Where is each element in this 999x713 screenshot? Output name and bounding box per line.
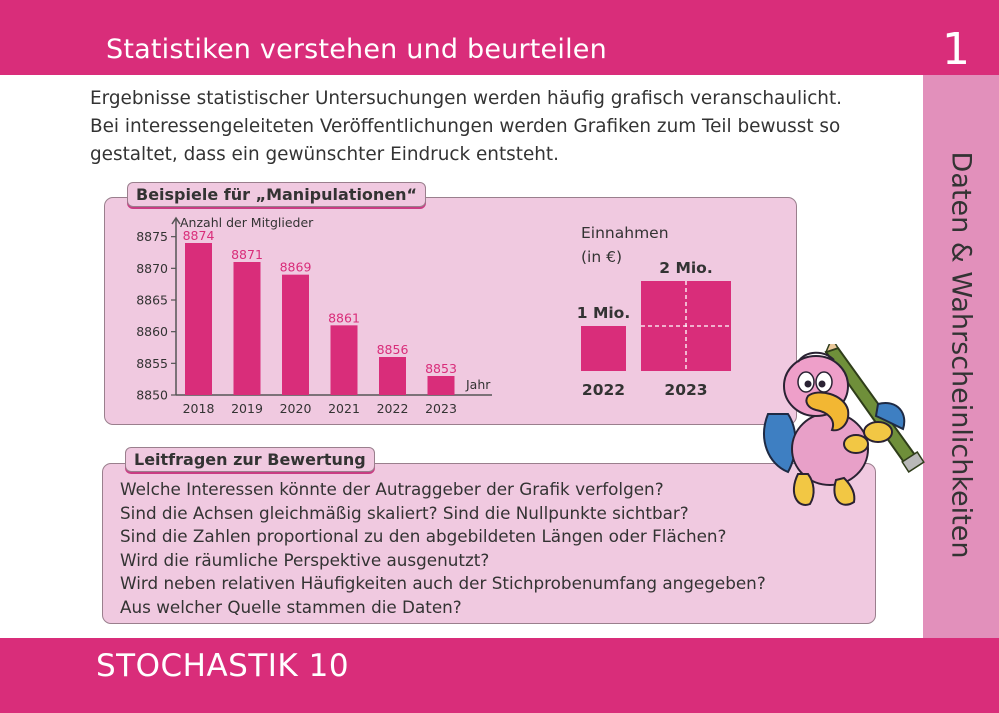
intro-line: Ergebnisse statistischer Untersuchungen …	[90, 88, 843, 109]
bar	[282, 274, 309, 395]
income-value-label: 2 Mio.	[659, 259, 712, 277]
x-tick-label: 2018	[183, 401, 215, 416]
x-tick-label: 2020	[280, 401, 312, 416]
y-tick-label: 8850	[136, 388, 168, 403]
question-item: Sind die Achsen gleichmäßig skaliert? Si…	[120, 502, 689, 523]
bar-value-label: 8856	[377, 342, 409, 357]
income-year-label: 2022	[582, 381, 625, 399]
y-axis-arrow	[171, 216, 181, 225]
income-square	[581, 326, 626, 371]
y-tick-label: 8875	[136, 229, 168, 244]
questions-panel	[102, 463, 876, 624]
bar	[185, 243, 212, 395]
y-tick-label: 8860	[136, 324, 168, 339]
income-title: Einnahmen	[581, 224, 669, 242]
bar	[233, 262, 261, 395]
intro-line: gestaltet, dass ein gewünschter Eindruck…	[90, 144, 559, 165]
question-item: Wird die räumliche Perspektive ausgenutz…	[120, 549, 490, 570]
bar-value-label: 8861	[328, 310, 360, 325]
bar	[427, 376, 455, 395]
income-unit: (in €)	[581, 248, 622, 266]
footer-bar	[0, 638, 999, 713]
header-bar	[0, 0, 999, 75]
question-item: Welche Interessen könnte der Autraggeber…	[120, 479, 664, 499]
examples-tab: Beispiele für „Manipulationen“	[127, 182, 427, 207]
card-number: 1	[942, 24, 970, 75]
bar-value-label: 8874	[183, 228, 215, 243]
questions-list: Welche Interessen könnte der Autraggeber…	[120, 478, 860, 619]
questions-tab: Leitfragen zur Bewertung	[125, 447, 375, 472]
bar-value-label: 8853	[425, 361, 457, 376]
footer-title: STOCHASTIK 10	[96, 648, 350, 684]
bar-value-label: 8871	[231, 247, 263, 262]
side-band	[923, 75, 999, 638]
question-item: Sind die Zahlen proportional zu den abge…	[120, 526, 727, 546]
y-axis-label: Anzahl der Mitglieder	[180, 215, 314, 230]
question-item: Aus welcher Quelle stammen die Daten?	[120, 596, 462, 617]
examples-charts: Anzahl der Mitglieder Jahr 8850 8855 8860 886…	[136, 215, 731, 416]
income-value-label: 1 Mio.	[577, 304, 630, 322]
x-tick-label: 2019	[231, 401, 263, 416]
bar	[379, 357, 406, 395]
x-tick-label: 2022	[377, 401, 409, 416]
income-area-chart: Einnahmen (in €) 1 Mio. 2022 2 Mio. 2023	[577, 224, 731, 399]
x-tick-label: 2023	[425, 401, 457, 416]
parrot-mascot-illustration	[763, 344, 925, 506]
income-year-label: 2023	[664, 381, 707, 399]
side-band-label: Daten & Wahrscheinlichkeiten	[945, 151, 977, 559]
members-bar-chart: Anzahl der Mitglieder Jahr 8850 8855 8860 886…	[136, 215, 492, 416]
x-axis-label: Jahr	[465, 377, 491, 392]
bar-value-label: 8869	[280, 260, 312, 275]
intro-text: Ergebnisse statistischer Untersuchungen …	[90, 85, 920, 169]
y-tick-label: 8865	[136, 293, 168, 308]
page-title: Statistiken verstehen und beurteilen	[106, 34, 607, 65]
x-tick-label: 2021	[328, 401, 360, 416]
bar	[330, 325, 358, 395]
question-item: Wird neben relativen Häufigkeiten auch d…	[120, 573, 766, 593]
y-tick-label: 8855	[136, 356, 168, 371]
intro-line: Bei interessengeleiteten Veröffentlichun…	[90, 116, 841, 137]
y-tick-label: 8870	[136, 261, 168, 276]
